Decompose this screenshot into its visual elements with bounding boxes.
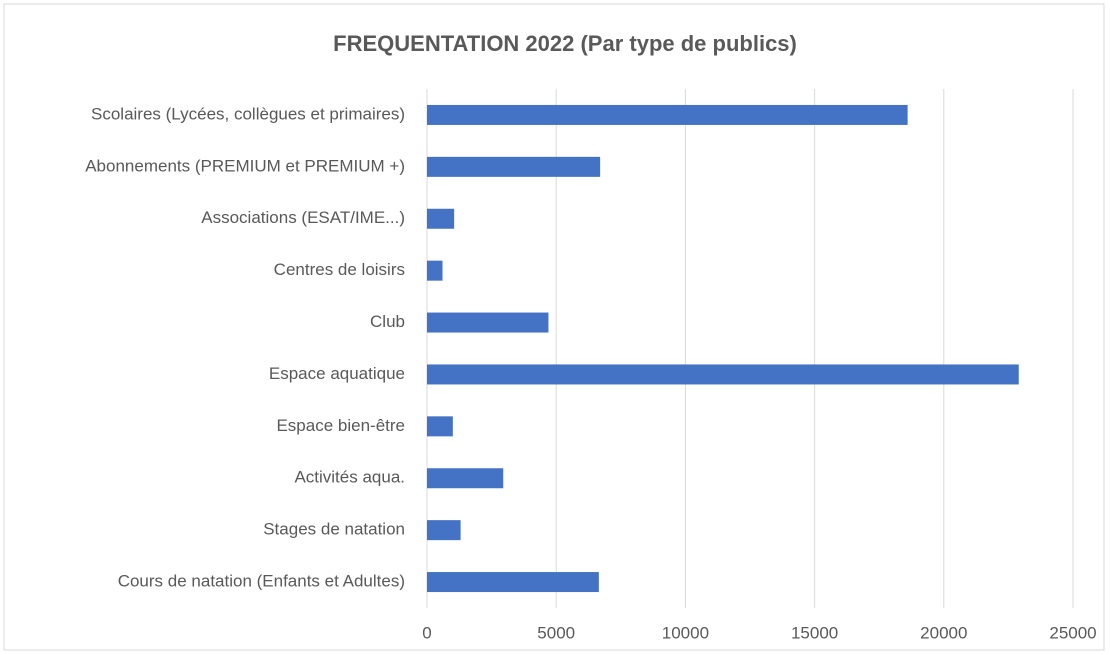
chart-title: FREQUENTATION 2022 (Par type de publics) [333, 31, 797, 56]
y-tick-label: Activités aqua. [294, 468, 405, 487]
y-tick-label: Stages de natation [263, 520, 405, 539]
y-tick-label: Centres de loisirs [274, 260, 405, 279]
bar [427, 416, 453, 437]
y-tick-label: Abonnements (PREMIUM et PREMIUM +) [85, 156, 405, 175]
bar [427, 208, 455, 229]
bar [427, 364, 1019, 385]
bar [427, 312, 549, 333]
y-tick-label: Cours de natation (Enfants et Adultes) [118, 572, 405, 591]
chart-frame [3, 3, 1105, 651]
y-tick-label: Espace bien-être [276, 416, 405, 435]
x-tick-label: 10000 [662, 623, 709, 642]
bar [427, 156, 601, 177]
x-tick-label: 5000 [537, 623, 575, 642]
bar [427, 104, 908, 125]
y-tick-label: Scolaires (Lycées, collègues et primaire… [91, 104, 405, 123]
x-tick-label: 20000 [920, 623, 967, 642]
y-tick-label: Associations (ESAT/IME...) [201, 208, 405, 227]
bar [427, 572, 599, 593]
y-tick-label: Espace aquatique [269, 364, 405, 383]
bar [427, 520, 461, 541]
bar [427, 260, 443, 281]
bar [427, 468, 504, 489]
x-tick-label: 0 [422, 623, 431, 642]
y-tick-label: Club [370, 312, 405, 331]
x-tick-label: 15000 [791, 623, 838, 642]
x-tick-label: 25000 [1049, 623, 1096, 642]
